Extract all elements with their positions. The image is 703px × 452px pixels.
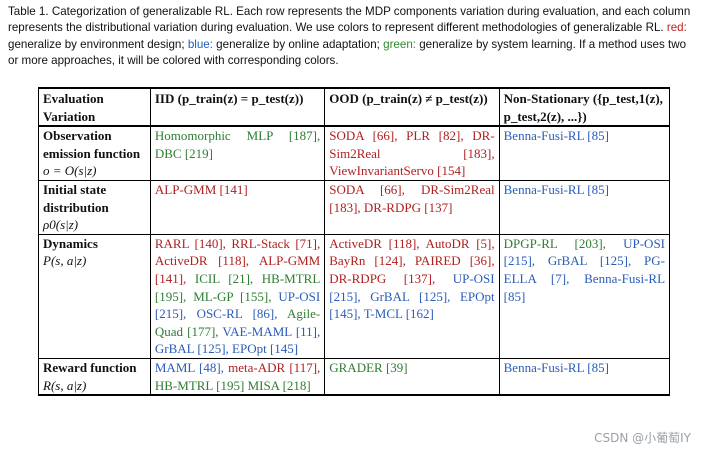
method-citation: VAE-MAML [11], (222, 323, 321, 339)
method-citation: Benna-Fusi-RL [85] (503, 128, 609, 144)
caption-blue-desc: generalize by online adaptation; (212, 37, 384, 51)
method-citation: GrBAL [125], (370, 288, 451, 304)
cell-ns: Benna-Fusi-RL [85] (498, 357, 671, 397)
cell-iid: ALP-GMM [141] (149, 179, 326, 235)
method-citation: ALP-GMM [141] (154, 181, 248, 197)
table-row: Observation emission function o = O(s|z) H… (38, 125, 671, 181)
method-citation: Homomorphic MLP [187], (154, 128, 321, 144)
categorization-table: Evaluation Variation IID (p_train(z) = p… (38, 86, 671, 397)
table-header-row: Evaluation Variation IID (p_train(z) = p… (38, 86, 671, 128)
row-label-math: ρ0(s|z) (43, 217, 79, 233)
cell-iid: Homomorphic MLP [187], DBC [219] (149, 125, 326, 181)
method-citation: SODA [66], (329, 181, 405, 197)
method-citation: AutoDR [5], (425, 235, 495, 251)
method-citation: UP-OSI [215], (503, 235, 666, 269)
caption-text: Table 1. Categorization of generalizable… (8, 5, 691, 35)
method-citation: Benna-Fusi-RL [85] (503, 181, 609, 197)
cell-ns: Benna-Fusi-RL [85] (498, 179, 671, 235)
method-citation: ML-GP [155], (193, 288, 272, 304)
method-citation: UP-OSI [215], (154, 288, 321, 322)
header-iid: IID (p_train(z) = p_test(z)) (149, 86, 326, 128)
cell-ood: ActiveDR [118], AutoDR [5], BayRn [124],… (324, 233, 500, 359)
watermark: CSDN @小葡萄IY (594, 431, 691, 445)
method-citation: EPOpt [145] (232, 341, 299, 357)
method-citation: HB-MTRL [195], (154, 270, 321, 304)
row-label-text: Observation emission function (43, 128, 141, 161)
cell-ood: SODA [66], PLR [82], DR-Sim2Real [183], … (324, 125, 500, 181)
method-citation: ViewInvariantServo [154] (329, 163, 466, 179)
method-citation: Benna-Fusi-RL [85] (503, 359, 609, 375)
row-label-math: o = O(s|z) (43, 163, 97, 179)
method-citation: ALP-GMM [141], (154, 253, 321, 286)
method-citation: ICIL [21], (194, 270, 254, 286)
method-citation: PG-ELLA [7], (503, 253, 665, 286)
method-citation: MAML [48], (154, 359, 224, 375)
method-citation: Agile-Quad [177], (154, 306, 321, 339)
method-citation: SODA [66], (329, 128, 398, 144)
cell-ns: Benna-Fusi-RL [85] (498, 125, 671, 181)
caption-green-desc: generalize by system learning. If a meth… (8, 37, 687, 68)
row-label: Initial state distribution ρ0(s|z) (38, 179, 151, 235)
method-citation: Benna-Fusi-RL [85] (503, 270, 666, 304)
method-citation: ActiveDR [118], (329, 235, 420, 251)
header-ood: OOD (p_train(z) ≠ p_test(z)) (324, 86, 500, 128)
method-citation: RRL-Stack [71], (231, 235, 321, 251)
header-evaluation-variation: Evaluation Variation (38, 86, 151, 128)
table-row: Reward function R(s, a|z) MAML [48], meta-… (38, 357, 671, 397)
table-row: Dynamics P(s, a|z) RARL [140], RRL-Stack [… (38, 233, 671, 359)
method-citation: DPGP-RL [203], (503, 235, 606, 251)
caption-red-key: red: (666, 21, 687, 35)
method-citation: DR-Sim2Real [183], (329, 128, 495, 161)
method-citation: GRADER [39] (329, 359, 408, 375)
method-citation: MISA [218] (247, 377, 311, 393)
method-citation: OSC-RL [86], (196, 306, 278, 322)
cell-ood: SODA [66], DR-Sim2Real [183], DR-RDPG [1… (324, 179, 500, 235)
row-label-math: R(s, a|z) (43, 377, 87, 393)
method-citation: GrBAL [125], (547, 253, 632, 269)
method-citation: HB-MTRL [195] (154, 377, 245, 393)
cell-iid: RARL [140], RRL-Stack [71], ActiveDR [11… (149, 233, 326, 359)
table-row: Initial state distribution ρ0(s|z) ALP-GMM… (38, 179, 671, 235)
row-label-math: P(s, a|z) (43, 253, 87, 269)
row-label: Reward function R(s, a|z) (38, 357, 151, 397)
cell-iid: MAML [48], meta-ADR [117], HB-MTRL [195]… (149, 357, 326, 397)
method-citation: GrBAL [125], (154, 341, 229, 357)
cell-ood: GRADER [39] (324, 357, 500, 397)
method-citation: meta-ADR [117], (228, 359, 321, 375)
row-label-text: Reward function (43, 359, 137, 375)
caption-red-desc: generalize by environment design; (8, 37, 188, 51)
method-citation: RARL [140], (154, 235, 226, 251)
method-citation: EPOpt [145], (329, 288, 495, 322)
method-citation: UP-OSI [215], (329, 270, 495, 304)
method-citation: ActiveDR [118], (154, 253, 250, 269)
header-non-stationary: Non-Stationary ({p_test,1(z), p_test,2(z… (498, 86, 671, 128)
cell-ns: DPGP-RL [203], UP-OSI [215], GrBAL [125]… (498, 233, 671, 359)
method-citation: BayRn [124], (329, 253, 406, 269)
row-label-text: Initial state distribution (43, 181, 109, 215)
caption-green-key: green: (383, 37, 416, 51)
method-citation: PLR [82], (406, 128, 464, 144)
method-citation: DR-RDPG [137] (363, 199, 453, 215)
row-label: Observation emission function o = O(s|z) (38, 125, 151, 181)
table-caption: Table 1. Categorization of generalizable… (8, 4, 698, 70)
row-label: Dynamics P(s, a|z) (38, 233, 151, 359)
method-citation: PAIRED [36], (414, 253, 495, 269)
method-citation: T-MCL [162] (363, 306, 434, 322)
caption-blue-key: blue: (187, 37, 213, 51)
row-label-text: Dynamics (43, 235, 98, 251)
method-citation: DBC [219] (154, 145, 214, 161)
method-citation: DR-Sim2Real [183], (329, 181, 495, 215)
method-citation: DR-RDPG [137], (329, 270, 436, 286)
table-body: Observation emission function o = O(s|z) H… (38, 125, 671, 397)
